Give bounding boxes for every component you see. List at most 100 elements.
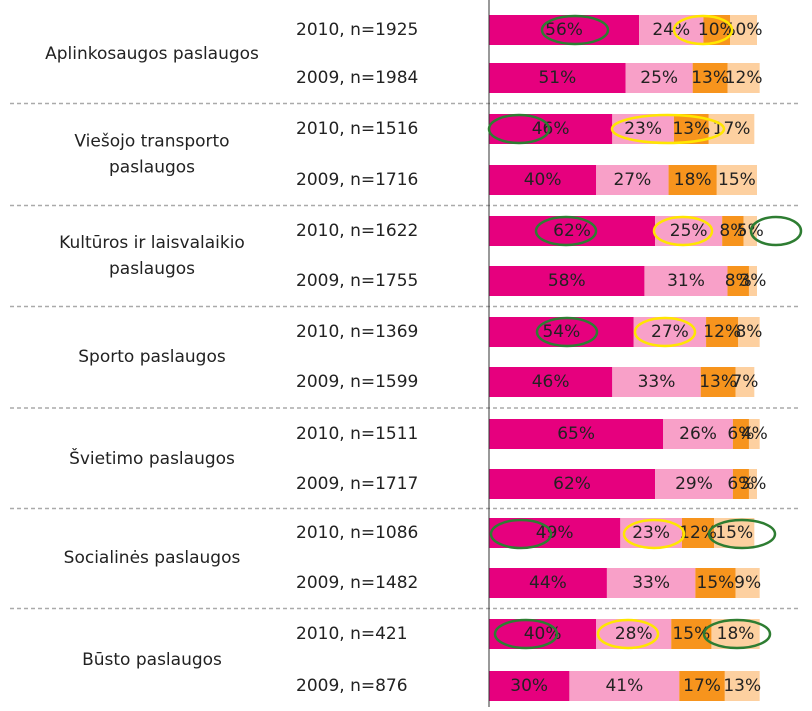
value-label: 51% xyxy=(538,68,576,88)
row-label: 2009, n=1716 xyxy=(296,170,418,190)
value-label: 26% xyxy=(679,424,717,444)
bar-segment xyxy=(711,619,760,649)
value-label: 62% xyxy=(553,221,591,241)
value-label: 4% xyxy=(741,424,768,444)
value-label: 40% xyxy=(524,624,562,644)
value-label: 41% xyxy=(605,676,643,696)
value-label: 18% xyxy=(717,624,755,644)
value-label: 9% xyxy=(734,573,761,593)
value-label: 15% xyxy=(715,523,753,543)
highlight xyxy=(622,518,686,550)
bar-segment xyxy=(735,568,760,598)
bar-segment xyxy=(489,216,656,246)
bar-segment xyxy=(612,114,674,144)
bar-segment xyxy=(679,671,725,701)
value-label: 3% xyxy=(739,474,766,494)
value-label: 13% xyxy=(691,68,729,88)
bar-segment xyxy=(663,419,733,449)
value-label: 24% xyxy=(652,20,690,40)
bar-segment xyxy=(748,469,757,499)
bar-segment xyxy=(489,165,597,195)
highlight xyxy=(493,618,559,650)
bar-segment xyxy=(724,671,760,701)
bar-segment xyxy=(596,165,669,195)
row-label: 2009, n=1717 xyxy=(296,474,418,494)
bar-segment xyxy=(695,568,736,598)
value-label: 44% xyxy=(529,573,567,593)
value-label: 65% xyxy=(557,424,595,444)
bar-segment xyxy=(716,165,757,195)
row-label: 2010, n=1511 xyxy=(296,424,418,444)
group-label: Viešojo transporto xyxy=(74,132,229,152)
group-label: Kultūros ir laisvalaikio xyxy=(59,233,245,253)
group-label: paslaugos xyxy=(109,259,195,279)
value-label: 27% xyxy=(651,322,689,342)
bar-segment xyxy=(727,266,749,296)
group-label: Būsto paslaugos xyxy=(82,650,222,670)
value-label: 3% xyxy=(739,271,766,291)
value-label: 49% xyxy=(536,523,574,543)
highlight xyxy=(540,14,610,46)
value-label: 25% xyxy=(670,221,708,241)
bar-segment xyxy=(655,469,733,499)
bar-segment xyxy=(489,367,613,397)
value-label: 40% xyxy=(524,170,562,190)
row-label: 2010, n=1086 xyxy=(296,523,418,543)
row-label: 2009, n=1755 xyxy=(296,271,418,291)
marks: Aplinkosaugos paslaugos Viešojo transport… xyxy=(10,15,800,701)
value-label: 10% xyxy=(725,20,763,40)
group-label: Aplinkosaugos paslaugos xyxy=(45,44,259,64)
value-label: 15% xyxy=(697,573,735,593)
highlight xyxy=(534,215,598,247)
bar-segment xyxy=(738,317,760,347)
highlight xyxy=(535,316,599,348)
value-label: 13% xyxy=(723,676,761,696)
highlight xyxy=(652,215,714,247)
value-label: 33% xyxy=(632,573,670,593)
value-label: 8% xyxy=(725,271,752,291)
row-label: 2009, n=1482 xyxy=(296,573,418,593)
highlight xyxy=(489,518,553,550)
row-label: 2009, n=876 xyxy=(296,676,408,696)
highlights xyxy=(487,14,803,650)
highlight xyxy=(487,113,551,145)
bar-segment xyxy=(612,367,701,397)
highlight xyxy=(596,618,660,650)
value-label: 31% xyxy=(667,271,705,291)
bar-segment xyxy=(732,469,749,499)
highlight xyxy=(749,215,803,247)
group-label: Sporto paslaugos xyxy=(78,347,226,367)
value-label: 62% xyxy=(553,474,591,494)
value-label: 8% xyxy=(735,322,762,342)
bar-segment xyxy=(730,15,757,45)
highlight xyxy=(633,316,697,348)
bar-segment xyxy=(668,165,717,195)
value-label: 6% xyxy=(727,474,754,494)
value-label: 46% xyxy=(532,119,570,139)
value-label: 33% xyxy=(638,372,676,392)
bar-segment xyxy=(489,419,664,449)
bar-segment xyxy=(644,266,728,296)
bar-segment xyxy=(722,216,744,246)
value-label: 46% xyxy=(532,372,570,392)
bar-segment xyxy=(735,367,755,397)
bar-segment xyxy=(706,317,739,347)
value-label: 29% xyxy=(675,474,713,494)
value-label: 13% xyxy=(672,119,710,139)
bar-segment xyxy=(748,266,757,296)
bar-segment xyxy=(489,469,656,499)
row-label: 2009, n=1599 xyxy=(296,372,418,392)
group-label: Švietimo paslaugos xyxy=(69,447,235,469)
value-label: 10% xyxy=(698,20,736,40)
bar-segment xyxy=(489,15,640,45)
value-label: 56% xyxy=(545,20,583,40)
bar-segment xyxy=(692,63,728,93)
bar-segment xyxy=(489,63,626,93)
value-label: 58% xyxy=(548,271,586,291)
value-label: 23% xyxy=(632,523,670,543)
value-label: 8% xyxy=(719,221,746,241)
value-label: 25% xyxy=(640,68,678,88)
bar-segment xyxy=(708,114,755,144)
